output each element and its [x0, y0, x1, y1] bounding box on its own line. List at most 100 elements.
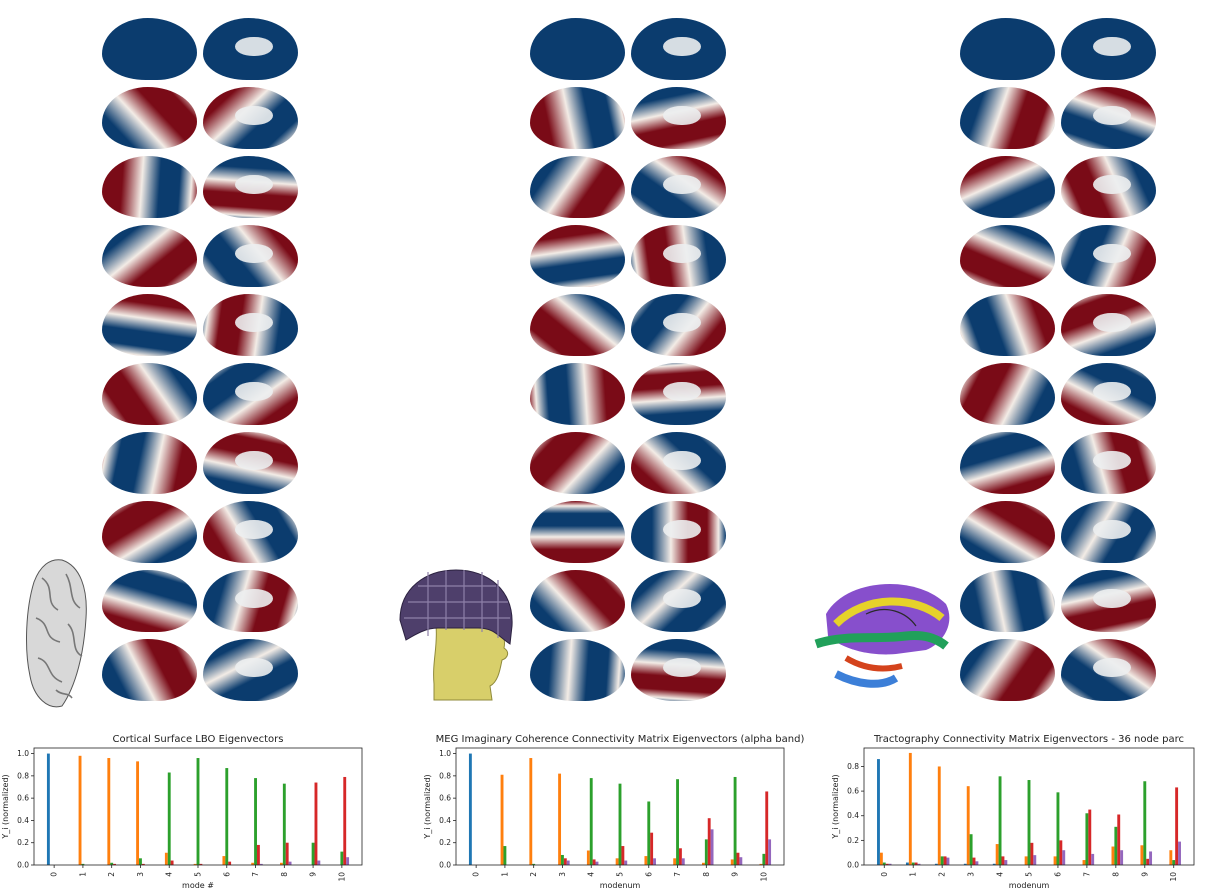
- brain-row: [530, 432, 726, 494]
- bar: [1024, 856, 1028, 865]
- bar: [733, 776, 737, 865]
- x-tick-label: 0: [50, 872, 59, 877]
- bar: [532, 863, 536, 865]
- chart-title: Cortical Surface LBO Eigenvectors: [113, 734, 284, 745]
- brain-row: [960, 225, 1156, 287]
- x-tick-label: 0: [472, 872, 481, 877]
- x-tick-label: 5: [1025, 872, 1034, 877]
- left-hemisphere: [102, 225, 197, 287]
- bar: [343, 776, 347, 865]
- y-tick-label: 0.4: [17, 816, 29, 825]
- brain-row: [530, 156, 726, 218]
- bar: [1004, 860, 1008, 865]
- brain-row: [530, 225, 726, 287]
- left-hemisphere: [960, 18, 1055, 80]
- chart-title: MEG Imaginary Coherence Connectivity Mat…: [436, 734, 805, 745]
- bar: [280, 862, 283, 865]
- medial-wall: [663, 657, 702, 678]
- brain-row: [960, 87, 1156, 149]
- bar: [1114, 826, 1118, 865]
- medial-wall: [1093, 243, 1132, 264]
- left-hemisphere: [102, 156, 197, 218]
- bar: [1085, 813, 1089, 865]
- medial-wall: [235, 450, 274, 471]
- y-tick-label: 0.0: [847, 861, 859, 870]
- bar: [681, 858, 685, 865]
- left-hemisphere: [530, 294, 625, 356]
- bar: [730, 859, 734, 865]
- left-hemisphere: [102, 570, 197, 632]
- right-hemisphere: [203, 501, 298, 563]
- bar: [1088, 809, 1092, 865]
- brain-row: [960, 501, 1156, 563]
- medial-wall: [663, 519, 702, 540]
- bar: [879, 852, 883, 865]
- right-hemisphere: [203, 294, 298, 356]
- right-hemisphere: [203, 87, 298, 149]
- medial-wall: [663, 105, 702, 126]
- bar: [589, 778, 593, 865]
- x-tick-label: 1: [78, 872, 87, 877]
- chart-title: Tractography Connectivity Matrix Eigenve…: [873, 734, 1184, 745]
- bar: [251, 862, 255, 865]
- bar: [676, 779, 679, 865]
- bar: [1062, 850, 1066, 865]
- medial-wall: [235, 312, 274, 333]
- y-axis-label: Y_i (normalized): [831, 774, 840, 839]
- medial-wall: [663, 312, 702, 333]
- right-hemisphere: [203, 363, 298, 425]
- bar: [1030, 842, 1034, 865]
- bar: [1027, 780, 1031, 865]
- bar: [736, 852, 740, 865]
- y-tick-label: 0.2: [17, 838, 29, 847]
- bar: [1149, 851, 1153, 865]
- bar: [164, 852, 168, 865]
- left-hemisphere: [530, 363, 625, 425]
- right-hemisphere: [1061, 225, 1156, 287]
- bar: [222, 856, 226, 865]
- left-hemisphere: [530, 570, 625, 632]
- y-tick-label: 1.0: [439, 749, 451, 758]
- y-tick-label: 0.6: [17, 794, 29, 803]
- brain-column-tractography: [960, 18, 1156, 708]
- bar: [311, 842, 315, 865]
- medial-wall: [235, 519, 274, 540]
- bar: [615, 858, 619, 865]
- x-tick-label: 8: [1111, 872, 1120, 877]
- bar: [1169, 850, 1173, 865]
- x-tick-label: 4: [587, 872, 596, 877]
- brain-row: [530, 294, 726, 356]
- left-hemisphere: [960, 570, 1055, 632]
- left-hemisphere: [102, 363, 197, 425]
- y-tick-label: 0.8: [439, 771, 451, 780]
- bar: [196, 758, 200, 865]
- bar: [285, 842, 289, 865]
- right-hemisphere: [631, 639, 726, 701]
- bar: [340, 851, 344, 865]
- bar: [107, 758, 111, 865]
- bar: [888, 863, 892, 865]
- bar: [46, 753, 50, 865]
- bar: [1059, 840, 1063, 865]
- y-tick-label: 0.4: [847, 811, 859, 820]
- bar: [139, 858, 142, 865]
- brain-row: [102, 639, 298, 701]
- left-hemisphere: [960, 639, 1055, 701]
- bar: [905, 862, 909, 865]
- bar: [759, 863, 763, 865]
- bar: [113, 863, 116, 865]
- bar: [917, 863, 921, 865]
- left-hemisphere: [530, 87, 625, 149]
- bar: [259, 863, 263, 865]
- bar: [1111, 846, 1115, 865]
- bar: [136, 761, 140, 865]
- left-hemisphere: [960, 156, 1055, 218]
- brain-row: [530, 363, 726, 425]
- y-tick-label: 0.2: [847, 836, 859, 845]
- right-hemisphere: [203, 432, 298, 494]
- medial-wall: [1093, 36, 1132, 57]
- bar: [1143, 781, 1147, 865]
- left-hemisphere: [530, 501, 625, 563]
- bar: [969, 834, 973, 865]
- x-tick-label: 5: [194, 872, 203, 877]
